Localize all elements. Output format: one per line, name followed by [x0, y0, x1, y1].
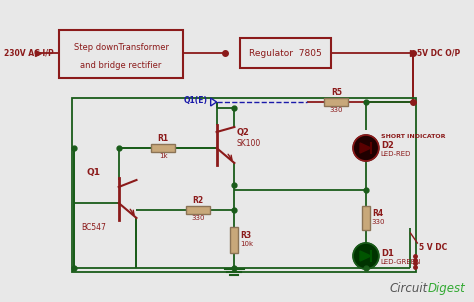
Polygon shape — [360, 251, 371, 261]
Text: R3: R3 — [240, 232, 252, 240]
Text: R2: R2 — [192, 196, 203, 205]
Text: R5: R5 — [331, 88, 342, 97]
FancyBboxPatch shape — [324, 98, 348, 106]
Text: Q1(E): Q1(E) — [184, 95, 208, 104]
Text: 330: 330 — [329, 107, 343, 113]
Text: R1: R1 — [158, 134, 169, 143]
Text: Q2: Q2 — [237, 128, 249, 137]
FancyBboxPatch shape — [362, 206, 370, 230]
Text: 5V DC O/P: 5V DC O/P — [418, 49, 461, 57]
Text: LED-RED: LED-RED — [381, 151, 411, 157]
Text: LED-GREEN: LED-GREEN — [381, 259, 421, 265]
Text: SK100: SK100 — [237, 139, 261, 147]
FancyBboxPatch shape — [186, 206, 210, 214]
Text: D2: D2 — [381, 140, 393, 149]
FancyBboxPatch shape — [240, 38, 331, 68]
FancyBboxPatch shape — [151, 144, 175, 152]
Text: R4: R4 — [372, 210, 383, 219]
Polygon shape — [360, 143, 371, 153]
Circle shape — [353, 243, 379, 269]
Text: 10k: 10k — [240, 241, 254, 247]
Text: Regulator  7805: Regulator 7805 — [249, 49, 322, 57]
Text: 330: 330 — [372, 219, 385, 225]
Text: 1k: 1k — [159, 153, 167, 159]
Text: Circuit: Circuit — [389, 282, 427, 295]
Text: Step down​Transformer: Step down​Transformer — [73, 43, 169, 53]
Text: Digest: Digest — [427, 282, 465, 295]
Text: 5 V DC: 5 V DC — [419, 243, 447, 252]
FancyBboxPatch shape — [230, 227, 238, 253]
Text: D1: D1 — [381, 249, 393, 258]
Text: 230V AC I/P: 230V AC I/P — [4, 49, 54, 57]
Circle shape — [353, 135, 379, 161]
Text: BC547: BC547 — [82, 223, 106, 233]
Text: Q1: Q1 — [87, 169, 101, 178]
Text: 330: 330 — [191, 215, 205, 221]
FancyBboxPatch shape — [59, 30, 183, 78]
Text: SHORT INDICATOR: SHORT INDICATOR — [381, 133, 445, 139]
Text: and bridge rectifier: and bridge rectifier — [81, 62, 162, 70]
